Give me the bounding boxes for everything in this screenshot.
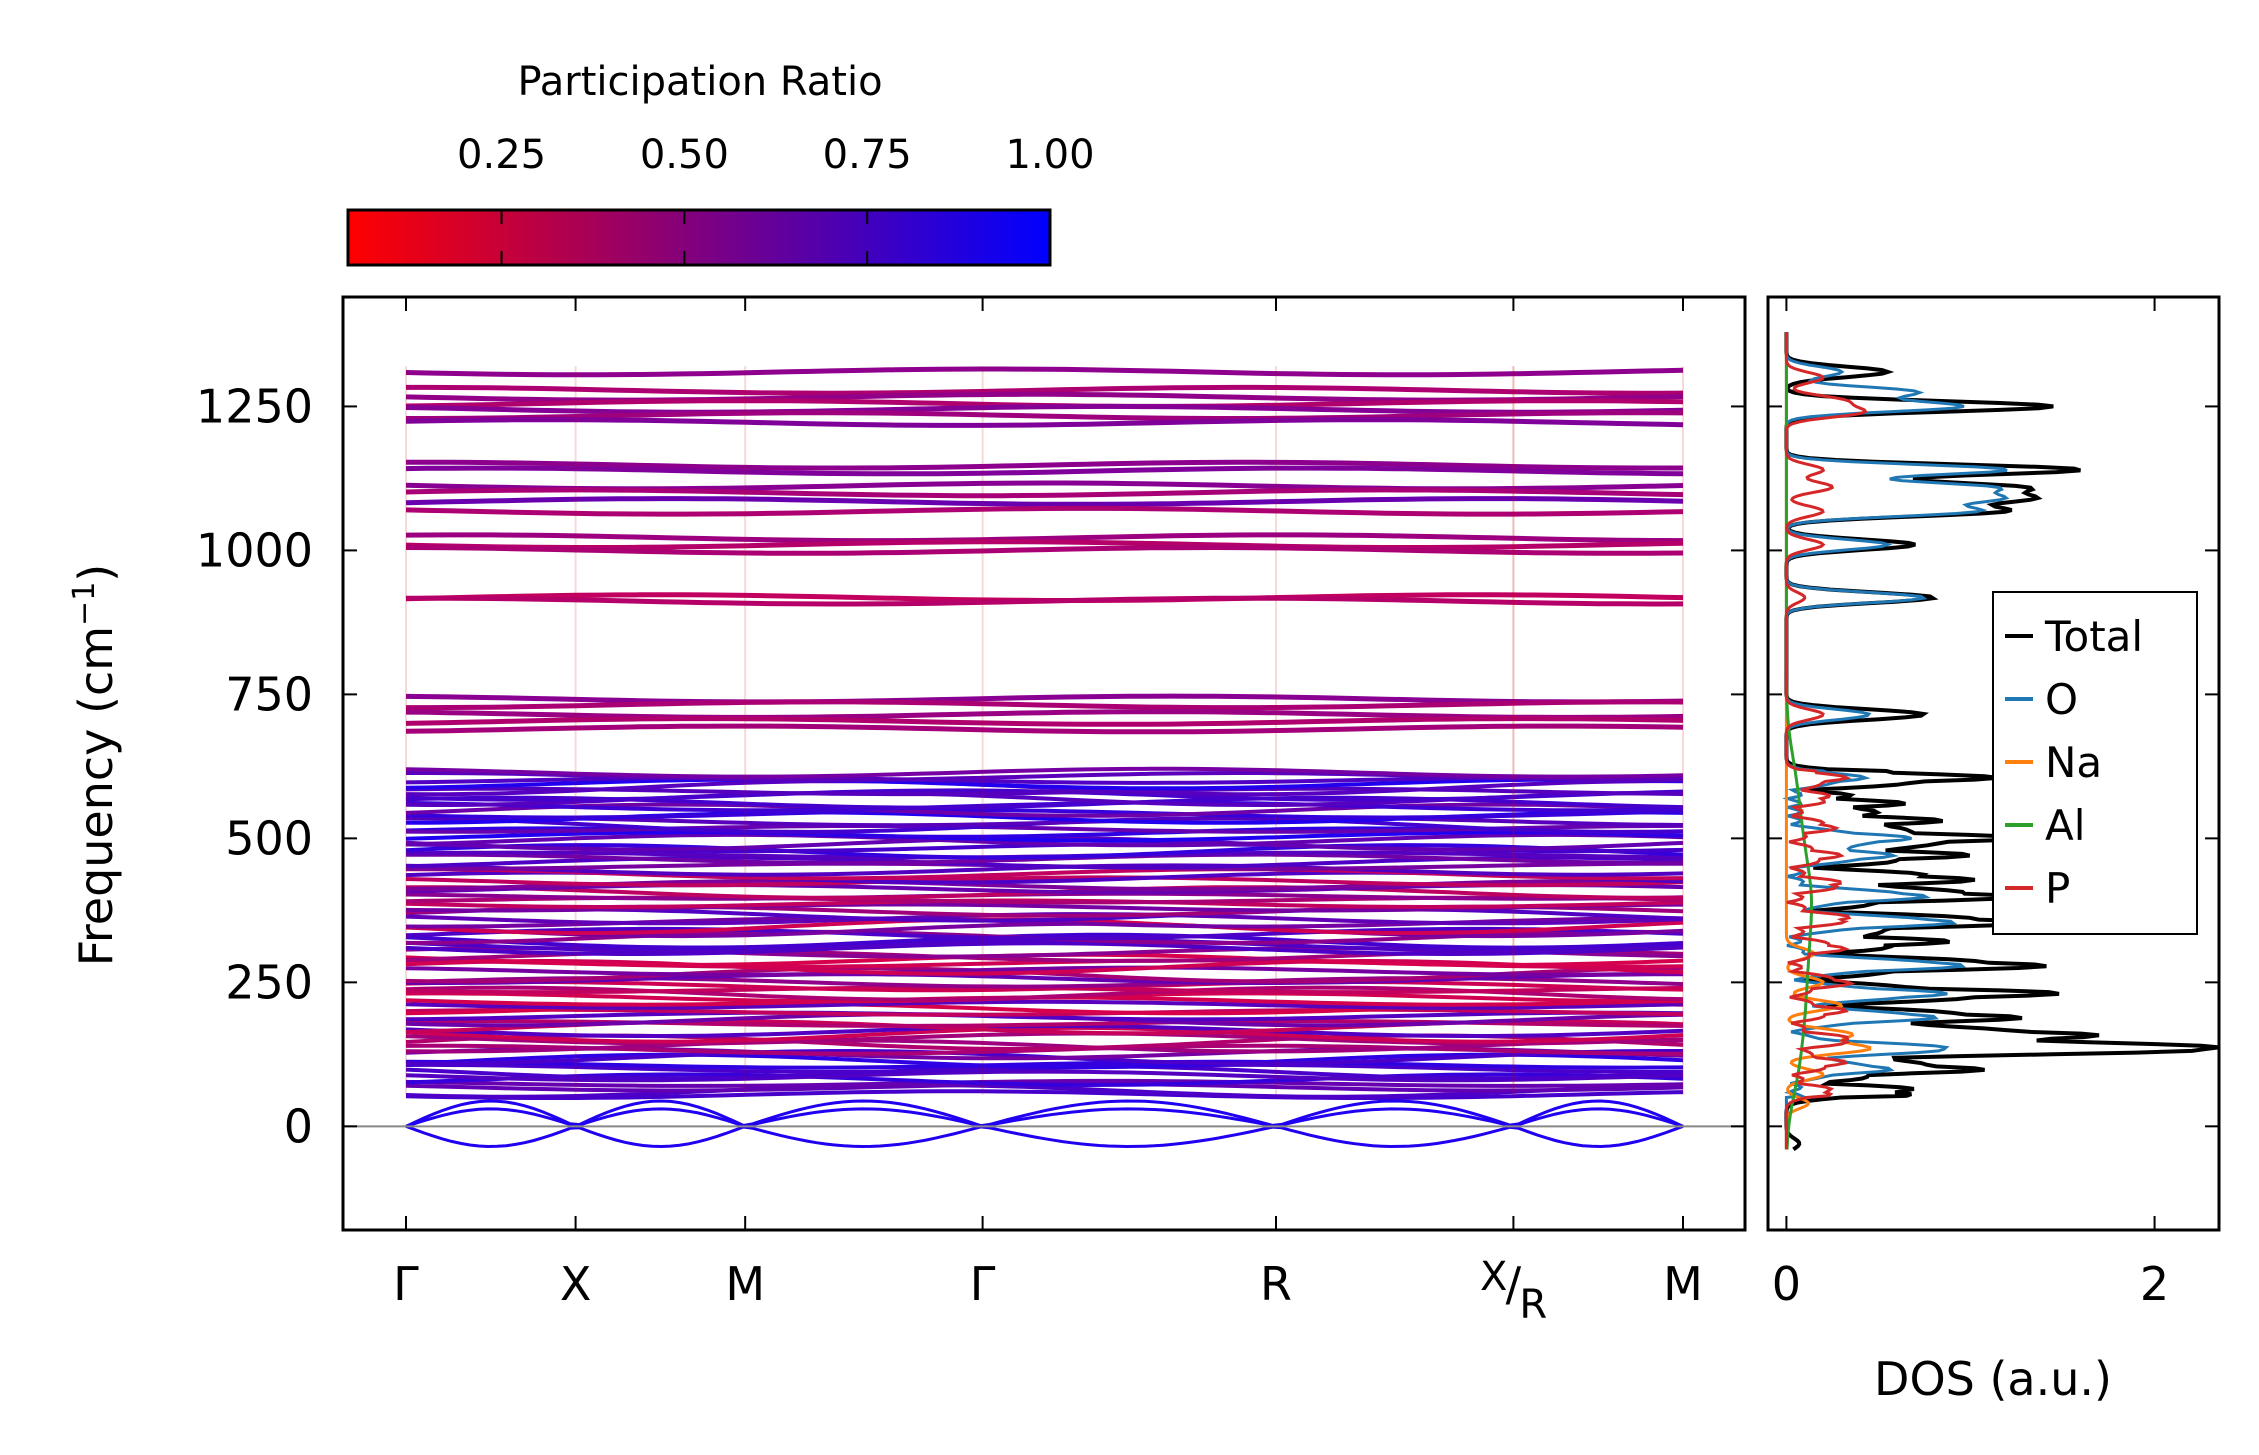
band-line <box>406 699 1684 711</box>
colorbar-tick-label: 0.50 <box>640 132 729 178</box>
colorbar: Participation Ratio 0.25 0.50 0.75 1.00 <box>346 59 1095 267</box>
colorbar-tick-label: 0.25 <box>457 132 546 178</box>
band-line <box>405 979 1684 993</box>
band-axes-frame <box>341 295 1747 1232</box>
colorbar-ticks: 0.25 0.50 0.75 1.00 <box>457 132 1095 265</box>
band-x-axis: Γ X M Γ R X/R M <box>393 297 1703 1328</box>
band-line <box>405 496 1684 507</box>
colorbar-tick-label: 0.75 <box>823 132 912 178</box>
y-axis-title-end: ) <box>69 564 123 582</box>
y-axis-title-text: Frequency (cm <box>69 626 123 966</box>
legend-label: P <box>2045 864 2070 913</box>
dos-y-ticks <box>1768 405 2219 1128</box>
band-line <box>405 595 1684 607</box>
colorbar-title: Participation Ratio <box>517 59 882 105</box>
band-line <box>405 926 1684 941</box>
dos-x-tick-label: 2 <box>2140 1257 2169 1311</box>
band-line <box>405 366 1684 378</box>
band-y-axis: 0 250 500 750 1000 1250 <box>196 379 1745 1153</box>
band-line <box>405 777 1684 791</box>
band-line <box>405 693 1684 705</box>
y-tick-label: 500 <box>225 811 313 865</box>
x-tick-label-upper: X <box>1480 1254 1507 1300</box>
y-tick-label: 250 <box>225 955 313 1009</box>
band-line <box>405 723 1684 735</box>
band-line <box>405 802 1684 818</box>
dos-series-p <box>1784 332 1868 1150</box>
dos-lines <box>1782 332 2219 1152</box>
y-tick-label: 750 <box>225 667 313 721</box>
x-tick-label: M <box>725 1257 765 1311</box>
band-lines <box>405 366 1684 1149</box>
y-axis-title: Frequency (cm−1) <box>67 564 123 967</box>
dos-x-axis-title: DOS (a.u.) <box>1874 1352 2112 1406</box>
y-tick-label: 0 <box>284 1099 313 1153</box>
x-tick-label: Γ <box>393 1257 419 1311</box>
band-line <box>406 384 1684 396</box>
band-line <box>405 1083 1684 1099</box>
x-tick-slash: / <box>1506 1257 1522 1311</box>
band-line <box>405 815 1684 828</box>
legend-label: Total <box>2044 612 2143 661</box>
band-line <box>405 1038 1683 1054</box>
band-line <box>405 417 1684 428</box>
x-tick-label: M <box>1663 1257 1703 1311</box>
x-tick-label: Γ <box>970 1257 996 1311</box>
acoustic-branch <box>405 1107 1684 1128</box>
band-line <box>405 808 1684 820</box>
acoustic-branch <box>405 1124 1684 1149</box>
band-line <box>405 716 1684 727</box>
band-line <box>405 832 1684 848</box>
band-line <box>405 999 1684 1010</box>
band-line <box>405 1072 1684 1088</box>
dos-legend: Total O Na Al P <box>1992 591 2198 935</box>
band-line <box>405 505 1684 517</box>
band-line <box>405 403 1684 415</box>
y-tick-label: 1250 <box>196 379 313 433</box>
band-line <box>405 843 1684 860</box>
legend-label: Na <box>2045 738 2102 787</box>
band-line <box>405 965 1684 977</box>
band-line <box>406 410 1684 421</box>
dos-series-al <box>1784 332 1813 1150</box>
colorbar-tick-label: 1.00 <box>1005 132 1094 178</box>
band-line <box>405 1089 1684 1100</box>
y-axis-title-sup: −1 <box>67 582 102 626</box>
band-line <box>405 487 1684 499</box>
band-line <box>405 1059 1684 1070</box>
band-line <box>405 544 1684 556</box>
band-line <box>405 932 1684 950</box>
band-line <box>405 1007 1684 1017</box>
legend-label: Al <box>2045 801 2085 850</box>
band-line <box>405 465 1684 477</box>
colorbar-gradient <box>346 208 1052 267</box>
band-line <box>405 766 1684 779</box>
band-line <box>405 875 1684 888</box>
band-line <box>405 532 1684 544</box>
x-tick-label-lower: R <box>1519 1282 1547 1328</box>
dos-axes-frame <box>1766 295 2221 1232</box>
band-line <box>405 1078 1684 1088</box>
dos-x-tick-label: 0 <box>1772 1257 1801 1311</box>
band-line <box>405 830 1684 843</box>
band-line <box>405 1010 1684 1022</box>
band-line <box>405 941 1684 957</box>
band-line <box>405 539 1684 550</box>
band-line <box>406 459 1683 471</box>
acoustic-branch <box>405 1099 1684 1128</box>
x-tick-label: X <box>560 1257 592 1311</box>
band-line <box>405 972 1683 985</box>
y-tick-label: 1000 <box>196 523 313 577</box>
legend-label: O <box>2045 675 2078 724</box>
x-tick-label: R <box>1260 1257 1292 1311</box>
